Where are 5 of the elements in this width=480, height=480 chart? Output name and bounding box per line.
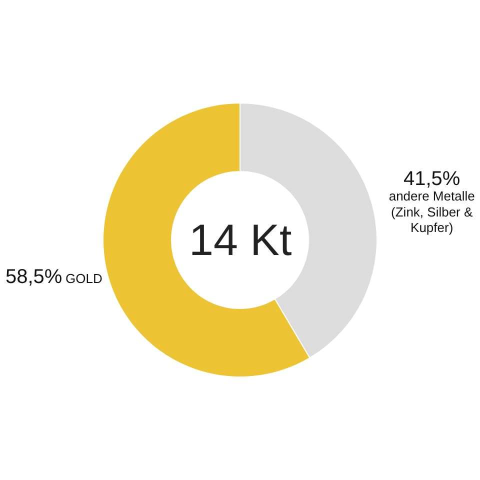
slice-label: GOLD [66, 270, 102, 286]
slice-label: andere Metalle (Zink, Silber & Kupfer) [388, 188, 475, 235]
data-label: 58,5% [5, 266, 62, 288]
text: 14 Kt [189, 216, 292, 265]
data-label: 41,5% [403, 168, 460, 190]
